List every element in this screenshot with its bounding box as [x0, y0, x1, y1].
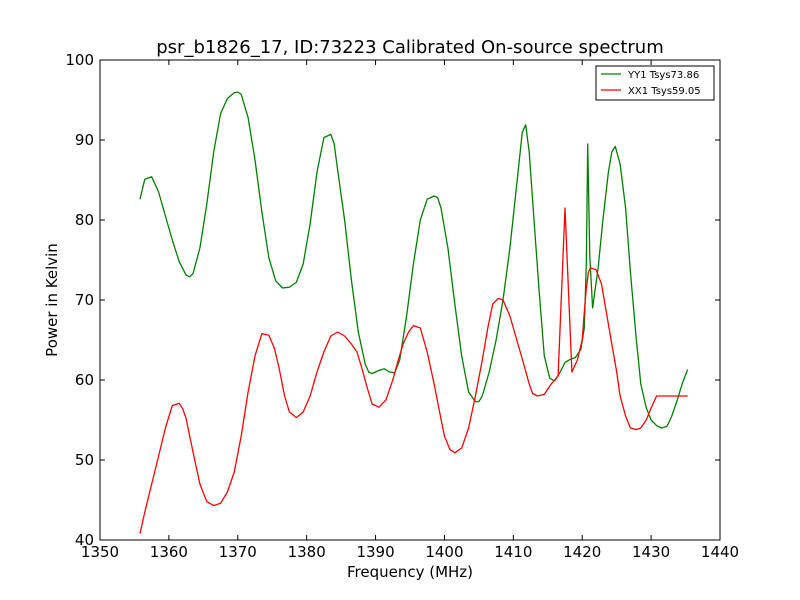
series-line-0 — [139, 91, 689, 429]
legend-label-xx1: XX1 Tsys59.05 — [628, 86, 701, 97]
plot-area: 1350 1360 1370 1380 1390 1400 1410 1420 1430 1440… — [65, 51, 739, 561]
legend: YY1 Tsys73.86 XX1 Tsys59.05 — [595, 65, 715, 101]
x-tick-label: 1410 — [494, 543, 532, 561]
y-tick-label: 70 — [75, 291, 94, 309]
axes-frame — [99, 59, 721, 541]
legend-box — [595, 65, 715, 101]
x-tick-label: 1420 — [563, 543, 601, 561]
series-line-1 — [139, 207, 688, 534]
series-layer — [139, 91, 689, 534]
y-tick-label: 50 — [75, 451, 94, 469]
x-tick-label: 1440 — [701, 543, 739, 561]
chart-title: psr_b1826_17, ID:73223 Calibrated On-sou… — [156, 37, 663, 58]
x-tick-label: 1360 — [150, 543, 188, 561]
x-tick-label: 1380 — [288, 543, 326, 561]
y-axis-label: Power in Kelvin — [43, 243, 61, 357]
y-tick-label: 40 — [75, 531, 94, 549]
y-tick-label: 90 — [75, 131, 94, 149]
legend-label-yy1: YY1 Tsys73.86 — [627, 70, 699, 81]
x-tick-label: 1390 — [356, 543, 394, 561]
x-tick-label: 1370 — [219, 543, 257, 561]
y-tick-label: 100 — [65, 51, 94, 69]
y-tick-label: 60 — [75, 371, 94, 389]
y-tick-label: 80 — [75, 211, 94, 229]
ticks-layer: 1350 1360 1370 1380 1390 1400 1410 1420 1430 1440… — [65, 51, 739, 561]
x-tick-label: 1350 — [81, 543, 119, 561]
x-tick-label: 1430 — [632, 543, 670, 561]
x-axis-label: Frequency (MHz) — [347, 563, 473, 581]
x-tick-label: 1400 — [425, 543, 463, 561]
